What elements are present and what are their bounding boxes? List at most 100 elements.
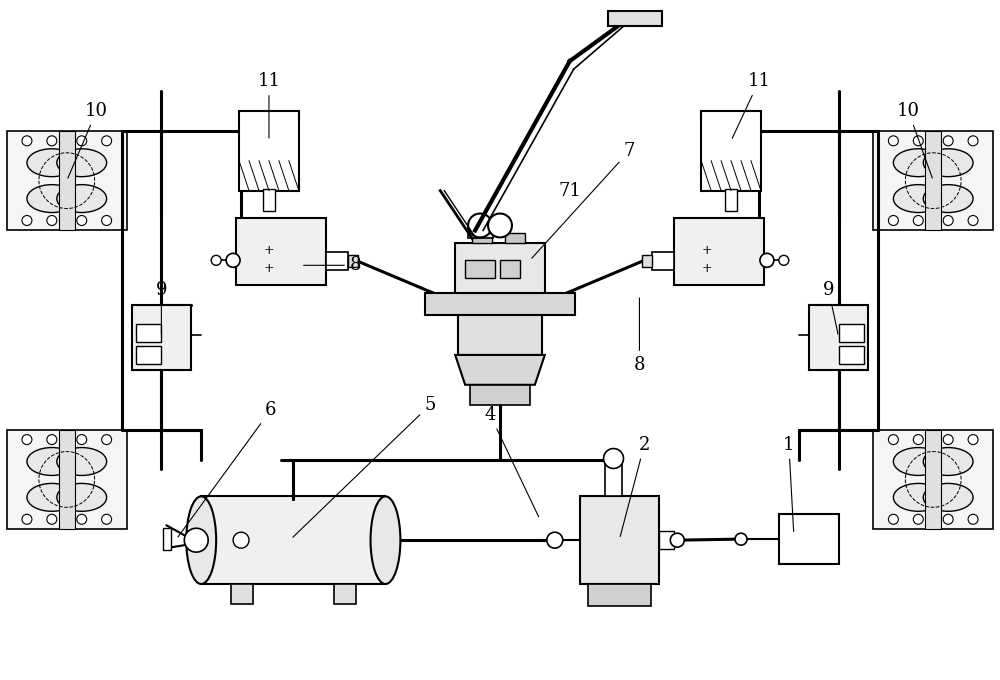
- Text: +: +: [702, 244, 712, 257]
- Circle shape: [968, 136, 978, 146]
- Circle shape: [102, 216, 112, 226]
- Text: +: +: [702, 262, 712, 275]
- Text: 8: 8: [634, 298, 645, 374]
- Text: 9: 9: [156, 282, 167, 335]
- Bar: [458, 315, 542, 355]
- Ellipse shape: [27, 149, 77, 177]
- Ellipse shape: [893, 149, 943, 177]
- Ellipse shape: [893, 447, 943, 475]
- Text: 9: 9: [823, 282, 838, 335]
- Circle shape: [22, 514, 32, 524]
- Bar: [468, 224, 493, 239]
- Circle shape: [913, 136, 923, 146]
- Circle shape: [47, 514, 57, 524]
- Circle shape: [735, 533, 747, 545]
- Ellipse shape: [27, 185, 77, 213]
- Circle shape: [547, 532, 563, 548]
- Text: 11: 11: [732, 72, 770, 138]
- Circle shape: [211, 256, 221, 265]
- Bar: [465, 260, 495, 278]
- Polygon shape: [455, 355, 545, 385]
- Circle shape: [943, 514, 953, 524]
- Bar: [132, 305, 191, 370]
- Bar: [59, 430, 75, 529]
- Bar: [839, 346, 864, 364]
- Bar: [505, 233, 525, 243]
- Text: 10: 10: [68, 102, 108, 178]
- Bar: [779, 514, 839, 564]
- Circle shape: [184, 528, 208, 552]
- Circle shape: [968, 216, 978, 226]
- Ellipse shape: [57, 447, 107, 475]
- Bar: [472, 233, 492, 243]
- Text: 4: 4: [484, 406, 539, 517]
- Text: +: +: [264, 244, 274, 257]
- Ellipse shape: [57, 483, 107, 511]
- Ellipse shape: [57, 185, 107, 213]
- Ellipse shape: [923, 185, 973, 213]
- Circle shape: [226, 254, 240, 267]
- Circle shape: [77, 136, 87, 146]
- Ellipse shape: [57, 149, 107, 177]
- Text: +: +: [264, 262, 274, 275]
- Circle shape: [47, 435, 57, 445]
- Bar: [580, 496, 659, 584]
- Bar: [348, 256, 358, 267]
- Ellipse shape: [371, 496, 400, 584]
- Ellipse shape: [923, 447, 973, 475]
- Bar: [136, 324, 161, 342]
- Ellipse shape: [923, 483, 973, 511]
- Ellipse shape: [893, 185, 943, 213]
- Circle shape: [468, 214, 492, 237]
- Circle shape: [22, 136, 32, 146]
- Bar: [642, 256, 652, 267]
- Text: 10: 10: [897, 102, 932, 178]
- Circle shape: [77, 514, 87, 524]
- Ellipse shape: [27, 447, 77, 475]
- Circle shape: [47, 216, 57, 226]
- Circle shape: [760, 254, 774, 267]
- Bar: [59, 131, 75, 231]
- Bar: [925, 430, 941, 529]
- Bar: [326, 252, 348, 270]
- Text: 7: 7: [532, 141, 635, 258]
- Circle shape: [913, 435, 923, 445]
- Circle shape: [102, 514, 112, 524]
- Bar: [136, 346, 161, 364]
- Bar: [231, 584, 253, 604]
- Bar: [725, 188, 737, 211]
- Text: 71: 71: [558, 182, 581, 200]
- Circle shape: [968, 514, 978, 524]
- Ellipse shape: [923, 149, 973, 177]
- Ellipse shape: [186, 496, 216, 584]
- Circle shape: [233, 532, 249, 548]
- Text: 6: 6: [178, 401, 277, 537]
- Text: 5: 5: [293, 396, 436, 537]
- Circle shape: [888, 514, 898, 524]
- Text: 11: 11: [257, 72, 280, 138]
- Circle shape: [913, 514, 923, 524]
- Bar: [674, 218, 764, 285]
- Circle shape: [943, 435, 953, 445]
- Bar: [925, 131, 941, 231]
- Bar: [470, 385, 530, 405]
- Bar: [588, 584, 651, 606]
- Bar: [425, 293, 575, 315]
- Bar: [873, 430, 993, 529]
- Circle shape: [968, 435, 978, 445]
- Circle shape: [604, 449, 623, 469]
- Circle shape: [102, 136, 112, 146]
- Bar: [839, 324, 864, 342]
- Bar: [201, 496, 385, 584]
- Bar: [608, 12, 662, 27]
- Circle shape: [913, 216, 923, 226]
- Circle shape: [943, 216, 953, 226]
- Circle shape: [888, 136, 898, 146]
- Bar: [659, 531, 674, 549]
- Ellipse shape: [893, 483, 943, 511]
- Circle shape: [670, 533, 684, 547]
- Bar: [500, 260, 520, 278]
- Bar: [263, 188, 275, 211]
- Circle shape: [888, 435, 898, 445]
- Circle shape: [888, 216, 898, 226]
